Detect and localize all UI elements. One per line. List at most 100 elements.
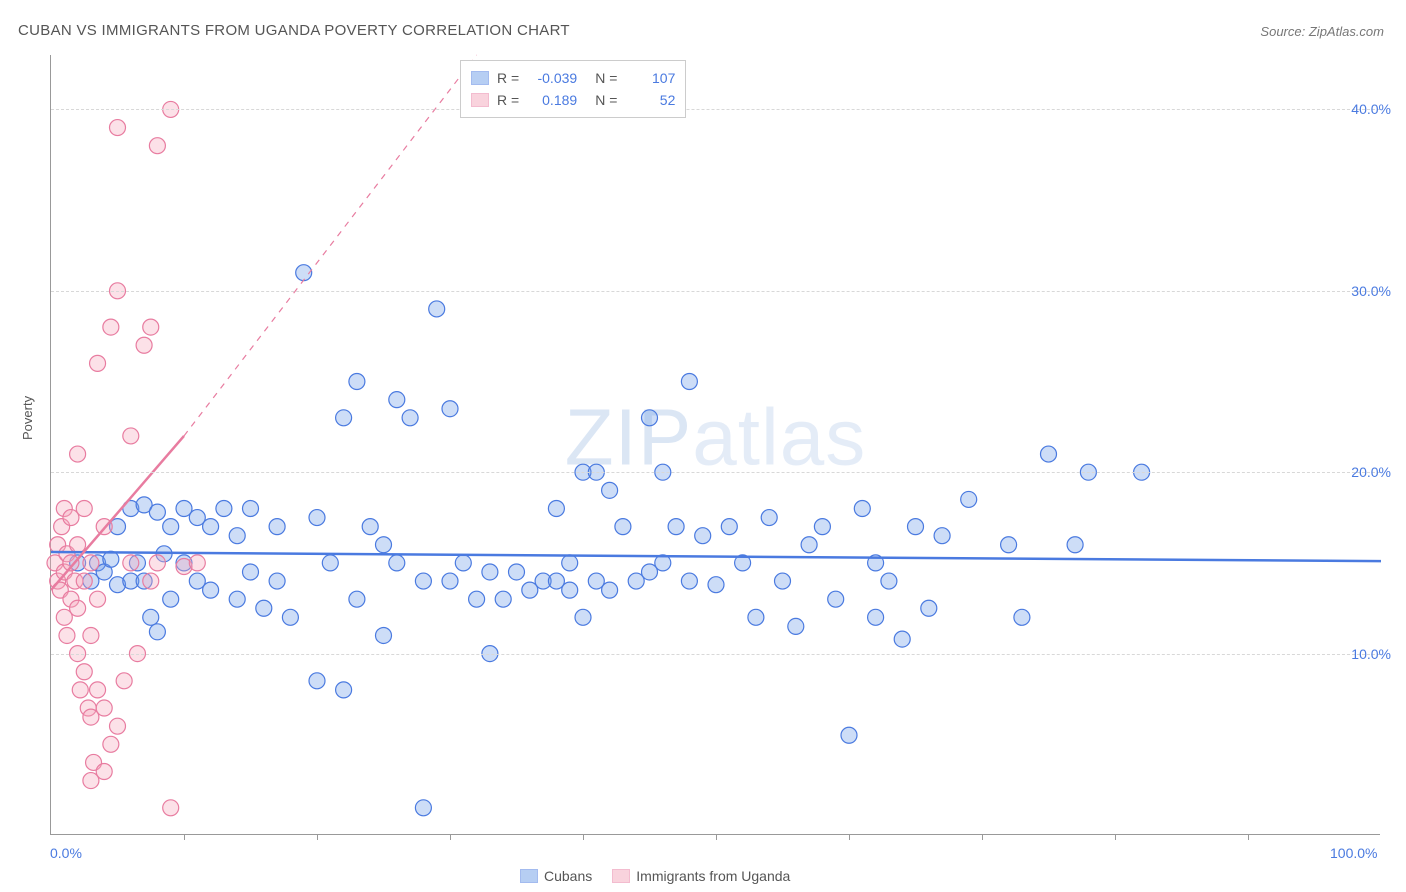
series-legend-item: Cubans xyxy=(520,868,592,884)
chart-title: CUBAN VS IMMIGRANTS FROM UGANDA POVERTY … xyxy=(18,22,570,39)
data-point xyxy=(415,573,431,589)
data-point xyxy=(163,591,179,607)
data-point xyxy=(668,519,684,535)
y-tick-label: 10.0% xyxy=(1351,646,1391,662)
legend-swatch xyxy=(471,93,489,107)
gridline-h xyxy=(51,472,1380,473)
x-tick xyxy=(982,834,983,840)
gridline-h xyxy=(51,109,1380,110)
data-point xyxy=(1001,537,1017,553)
data-point xyxy=(376,537,392,553)
data-point xyxy=(309,673,325,689)
correlation-legend: R =-0.039N =107R =0.189N =52 xyxy=(460,60,686,118)
data-point xyxy=(143,573,159,589)
data-point xyxy=(243,564,259,580)
data-point xyxy=(76,573,92,589)
data-point xyxy=(429,301,445,317)
data-point xyxy=(801,537,817,553)
gridline-h xyxy=(51,654,1380,655)
data-point xyxy=(642,410,658,426)
data-point xyxy=(110,120,126,136)
trend-line-dashed xyxy=(184,55,477,436)
data-point xyxy=(575,609,591,625)
y-axis-label: Poverty xyxy=(20,396,35,440)
data-point xyxy=(149,624,165,640)
data-point xyxy=(828,591,844,607)
data-point xyxy=(455,555,471,571)
data-point xyxy=(110,718,126,734)
data-point xyxy=(721,519,737,535)
data-point xyxy=(149,504,165,520)
data-point xyxy=(934,528,950,544)
data-point xyxy=(309,510,325,526)
data-point xyxy=(814,519,830,535)
data-point xyxy=(881,573,897,589)
y-tick-label: 40.0% xyxy=(1351,101,1391,117)
n-label: N = xyxy=(595,67,617,89)
data-point xyxy=(229,591,245,607)
source-attribution: Source: ZipAtlas.com xyxy=(1260,24,1384,39)
data-point xyxy=(123,555,139,571)
data-point xyxy=(336,410,352,426)
data-point xyxy=(681,573,697,589)
data-point xyxy=(349,374,365,390)
data-point xyxy=(442,573,458,589)
chart-svg xyxy=(51,55,1381,835)
x-tick xyxy=(184,834,185,840)
data-point xyxy=(96,700,112,716)
n-value: 107 xyxy=(625,67,675,89)
data-point xyxy=(189,555,205,571)
data-point xyxy=(322,555,338,571)
x-tick xyxy=(1115,834,1116,840)
data-point xyxy=(70,600,86,616)
correlation-legend-row: R =-0.039N =107 xyxy=(471,67,675,89)
x-tick-label: 100.0% xyxy=(1330,845,1377,861)
data-point xyxy=(1041,446,1057,462)
series-legend-item: Immigrants from Uganda xyxy=(612,868,790,884)
data-point xyxy=(868,609,884,625)
data-point xyxy=(70,446,86,462)
data-point xyxy=(76,500,92,516)
data-point xyxy=(256,600,272,616)
data-point xyxy=(90,682,106,698)
data-point xyxy=(362,519,378,535)
data-point xyxy=(961,491,977,507)
data-point xyxy=(854,500,870,516)
data-point xyxy=(495,591,511,607)
gridline-h xyxy=(51,291,1380,292)
r-label: R = xyxy=(497,67,519,89)
data-point xyxy=(136,337,152,353)
data-point xyxy=(149,138,165,154)
data-point xyxy=(442,401,458,417)
data-point xyxy=(163,800,179,816)
n-label: N = xyxy=(595,89,617,111)
data-point xyxy=(602,582,618,598)
data-point xyxy=(103,319,119,335)
data-point xyxy=(163,519,179,535)
series-legend: Cubans Immigrants from Uganda xyxy=(520,868,790,884)
x-tick xyxy=(849,834,850,840)
data-point xyxy=(748,609,764,625)
trend-line xyxy=(51,552,1381,561)
data-point xyxy=(841,727,857,743)
data-point xyxy=(376,627,392,643)
data-point xyxy=(775,573,791,589)
data-point xyxy=(602,482,618,498)
data-point xyxy=(482,564,498,580)
data-point xyxy=(96,764,112,780)
data-point xyxy=(83,627,99,643)
y-tick-label: 20.0% xyxy=(1351,464,1391,480)
data-point xyxy=(788,618,804,634)
data-point xyxy=(243,500,259,516)
r-label: R = xyxy=(497,89,519,111)
data-point xyxy=(921,600,937,616)
data-point xyxy=(562,555,578,571)
data-point xyxy=(509,564,525,580)
correlation-legend-row: R =0.189N =52 xyxy=(471,89,675,111)
legend-swatch xyxy=(520,869,538,883)
data-point xyxy=(70,537,86,553)
data-point xyxy=(83,555,99,571)
data-point xyxy=(681,374,697,390)
data-point xyxy=(695,528,711,544)
source-label: Source: xyxy=(1260,24,1305,39)
